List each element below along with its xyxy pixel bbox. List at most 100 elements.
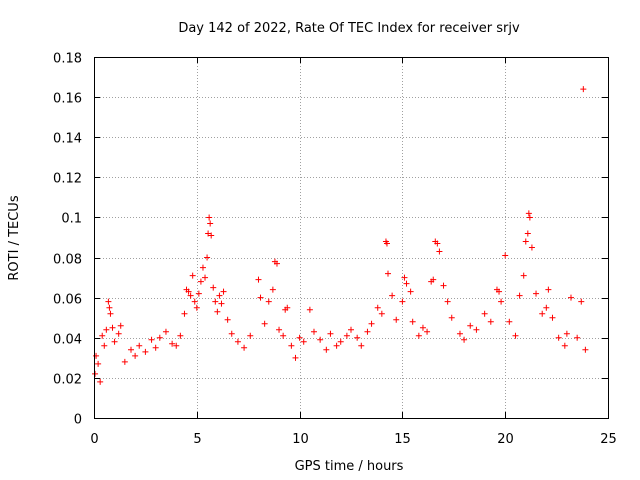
x-tick-label: 15 <box>394 432 411 447</box>
data-point <box>333 342 340 349</box>
x-tick-label: 10 <box>292 432 309 447</box>
y-tick-label: 0.08 <box>53 253 82 268</box>
data-point <box>202 274 209 281</box>
data-point <box>436 248 443 255</box>
data-point <box>207 220 214 227</box>
data-point <box>185 288 192 295</box>
x-tick-label: 25 <box>600 432 617 447</box>
data-point <box>280 332 287 339</box>
data-point <box>300 338 307 345</box>
data-point <box>461 336 468 343</box>
data-point <box>220 288 227 295</box>
data-point <box>549 314 556 321</box>
x-tick-label: 5 <box>193 432 201 447</box>
data-point <box>467 322 474 329</box>
data-point <box>407 288 414 295</box>
grid-lines <box>94 57 608 418</box>
data-point <box>177 332 184 339</box>
data-point <box>273 260 280 267</box>
chart-title: Day 142 of 2022, Rate Of TEC Index for r… <box>178 21 520 36</box>
data-point <box>327 330 334 337</box>
data-point <box>401 274 408 281</box>
data-point <box>522 238 529 245</box>
data-point <box>234 338 241 345</box>
data-point <box>385 270 392 277</box>
data-point <box>582 346 589 353</box>
data-point <box>109 324 116 331</box>
data-point <box>162 328 169 335</box>
x-tick-label: 20 <box>497 432 514 447</box>
data-point <box>261 320 268 327</box>
data-point <box>296 334 303 341</box>
data-point <box>512 332 519 339</box>
data-point <box>169 340 176 347</box>
data-point <box>368 320 375 327</box>
y-tick-label: 0.14 <box>53 132 82 147</box>
data-point <box>95 360 102 367</box>
y-tick-label: 0.12 <box>53 172 82 187</box>
data-point <box>563 330 570 337</box>
data-point <box>419 324 426 331</box>
data-point <box>214 308 221 315</box>
data-point <box>206 214 213 221</box>
tick-labels: 0 5 10 15 20 25 0 0.02 0.04 0.06 0.08 0.1 0.12 0.14 0.… <box>53 52 617 448</box>
data-point <box>306 306 313 313</box>
data-point <box>539 310 546 317</box>
y-tick-label: 0.04 <box>53 333 82 348</box>
data-point <box>456 330 463 337</box>
data-point <box>97 378 104 385</box>
data-point <box>284 304 291 311</box>
data-point <box>204 254 211 261</box>
data-point <box>195 290 202 297</box>
data-point <box>524 230 531 237</box>
data-point <box>526 214 533 221</box>
data-point <box>189 272 196 279</box>
data-point <box>533 290 540 297</box>
data-point <box>218 300 225 307</box>
data-point <box>121 358 128 365</box>
data-point <box>543 304 550 311</box>
data-point <box>181 310 188 317</box>
data-point <box>358 342 365 349</box>
data-point <box>224 316 231 323</box>
data-point <box>378 310 385 317</box>
data-point <box>103 326 110 333</box>
data-point <box>525 210 532 217</box>
data-point <box>241 344 248 351</box>
data-point <box>545 286 552 293</box>
data-point <box>92 370 99 377</box>
data-point <box>506 318 513 325</box>
data-point <box>205 230 212 237</box>
data-point <box>354 334 361 341</box>
data-point <box>106 304 113 311</box>
data-point <box>448 314 455 321</box>
data-point <box>187 292 194 299</box>
data-point <box>276 326 283 333</box>
data-point <box>498 298 505 305</box>
y-axis-label: ROTI / TECUs <box>7 195 22 280</box>
data-point <box>578 298 585 305</box>
data-point <box>105 298 112 305</box>
data-point <box>117 322 124 329</box>
data-point <box>555 334 562 341</box>
data-point <box>132 352 139 359</box>
data-point <box>269 286 276 293</box>
data-point <box>255 276 262 283</box>
data-point <box>101 342 108 349</box>
data-point <box>197 278 204 285</box>
data-point <box>502 252 509 259</box>
data-point <box>257 294 264 301</box>
y-tick-label: 0.18 <box>53 52 82 67</box>
y-tick-label: 0.02 <box>53 373 82 388</box>
data-point <box>288 342 295 349</box>
data-point <box>473 326 480 333</box>
data-point <box>210 284 217 291</box>
data-point <box>216 292 223 299</box>
data-point <box>292 354 299 361</box>
data-point <box>310 328 317 335</box>
data-point <box>496 288 503 295</box>
data-point <box>115 330 122 337</box>
data-point <box>440 282 447 289</box>
